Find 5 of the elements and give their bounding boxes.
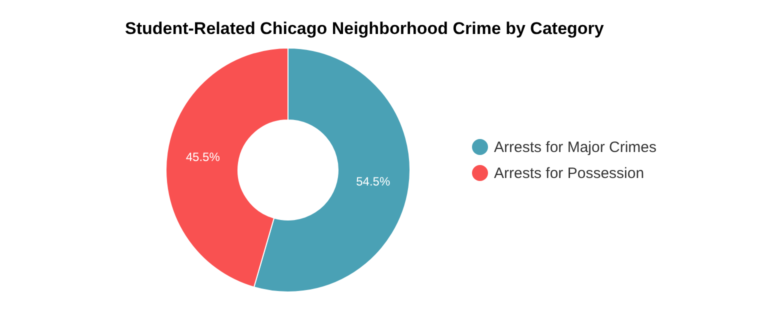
chart-title: Student-Related Chicago Neighborhood Crime by Category — [125, 19, 604, 38]
data-label: 45.5% — [186, 150, 220, 164]
legend-label: Arrests for Possession — [494, 165, 644, 182]
data-label: 54.5% — [356, 174, 390, 188]
legend-label: Arrests for Major Crimes — [494, 139, 657, 156]
